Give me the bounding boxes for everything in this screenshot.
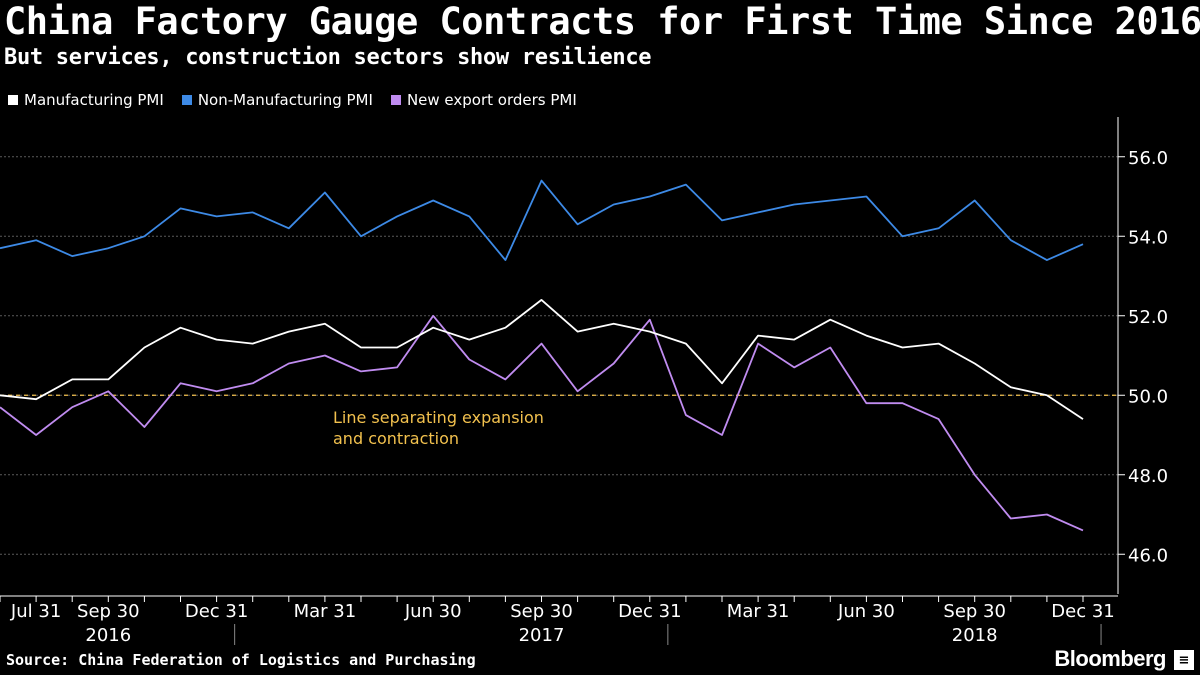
x-tick-label: Dec 31	[1051, 601, 1114, 622]
bloomberg-logo: Bloomberg	[1054, 646, 1166, 671]
x-tick-label: Dec 31	[618, 601, 681, 622]
y-tick-label: 52.0	[1128, 307, 1168, 328]
y-tick-label: 50.0	[1128, 386, 1168, 407]
x-tick-label: Mar 31	[727, 601, 790, 622]
reference-line-label: and contraction	[333, 429, 459, 448]
source-note: Source: China Federation of Logistics an…	[6, 651, 476, 669]
chart-legend: Manufacturing PMI Non-Manufacturing PMI …	[8, 91, 577, 109]
reference-line-label: Line separating expansion	[333, 408, 544, 427]
legend-item-export-orders: New export orders PMI	[390, 91, 577, 109]
y-tick-label: 56.0	[1128, 148, 1168, 169]
legend-item-non-manufacturing: Non-Manufacturing PMI	[181, 91, 373, 109]
chart-title: China Factory Gauge Contracts for First …	[4, 0, 1200, 43]
x-tick-label: Jul 31	[10, 601, 61, 622]
legend-label-export-orders: New export orders PMI	[406, 91, 577, 109]
legend-swatch-manufacturing	[8, 95, 18, 105]
x-tick-label: Jun 30	[837, 601, 895, 622]
x-tick-label: Jun 30	[404, 601, 462, 622]
y-tick-label: 48.0	[1128, 466, 1168, 487]
legend-swatch-export-orders	[390, 95, 401, 105]
x-year-label: 2018	[952, 625, 998, 646]
x-year-label: 2017	[519, 625, 565, 646]
legend-item-manufacturing: Manufacturing PMI	[8, 91, 164, 109]
x-tick-label: Sep 30	[943, 601, 1006, 622]
bloomberg-terminal-icon: ≡	[1174, 650, 1194, 670]
x-year-label: 2016	[85, 625, 131, 646]
series-line-export-orders	[0, 314, 1084, 532]
series-line-manufacturing	[0, 298, 1084, 420]
legend-label-non-manufacturing: Non-Manufacturing PMI	[197, 91, 373, 109]
x-tick-label: Sep 30	[77, 601, 140, 622]
legend-label-manufacturing: Manufacturing PMI	[24, 91, 164, 109]
y-tick-label: 54.0	[1128, 227, 1168, 248]
chart-subtitle: But services, construction sectors show …	[4, 45, 652, 70]
x-tick-label: Sep 30	[510, 601, 573, 622]
y-tick-label: 46.0	[1128, 545, 1168, 566]
x-tick-label: Mar 31	[294, 601, 357, 622]
legend-swatch-non-manufacturing	[181, 95, 192, 105]
series-line-non-manufacturing	[0, 179, 1084, 262]
x-tick-label: Dec 31	[185, 601, 248, 622]
